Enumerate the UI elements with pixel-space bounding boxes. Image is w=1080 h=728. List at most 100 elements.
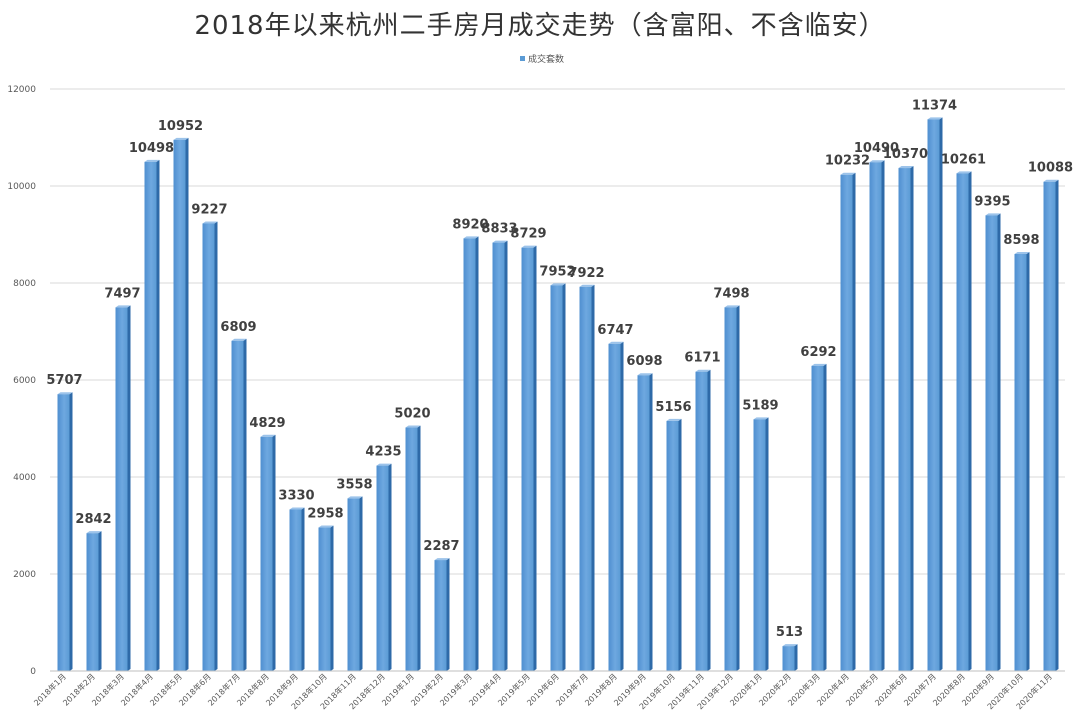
bar-side xyxy=(562,283,566,671)
bar-front xyxy=(202,223,215,672)
bar-top xyxy=(753,417,769,420)
bar-side xyxy=(185,137,189,671)
bar xyxy=(985,213,1001,671)
bar xyxy=(289,507,305,671)
data-label: 10952 xyxy=(158,119,203,134)
bar-side xyxy=(794,644,798,671)
bar xyxy=(550,283,566,671)
bar-top xyxy=(608,341,624,344)
bar xyxy=(666,418,682,671)
data-label: 6747 xyxy=(597,323,633,338)
bar xyxy=(724,305,740,671)
bar-front xyxy=(318,527,331,671)
bar-front xyxy=(434,560,447,671)
bar-front xyxy=(57,394,70,671)
y-tick-label: 12000 xyxy=(7,85,36,95)
bar-front xyxy=(376,465,389,671)
bar-front xyxy=(144,161,157,672)
bar xyxy=(753,417,769,671)
bar-top xyxy=(260,434,276,437)
bar xyxy=(115,305,131,671)
data-label: 513 xyxy=(776,625,803,640)
data-label: 3330 xyxy=(278,488,314,503)
bar-front xyxy=(608,343,621,671)
data-label: 7498 xyxy=(713,286,749,301)
bar-side xyxy=(939,117,943,671)
bar xyxy=(318,525,334,671)
bar-side xyxy=(881,160,885,672)
bar xyxy=(260,434,276,671)
bar-side xyxy=(765,417,769,671)
bar-top xyxy=(898,166,914,169)
bar-side xyxy=(359,496,363,671)
data-label: 10498 xyxy=(129,141,174,156)
bar-top xyxy=(144,159,160,162)
bar-side xyxy=(823,363,827,671)
chart-title: 2018年以来杭州二手房月成交走势（含富阳、不含临安） xyxy=(194,11,885,41)
bar-side xyxy=(649,373,653,671)
bar xyxy=(376,463,392,671)
y-tick-label: 2000 xyxy=(13,570,36,580)
legend-swatch xyxy=(520,56,525,61)
bar-top xyxy=(492,240,508,243)
bar-front xyxy=(695,371,708,671)
bar-top xyxy=(289,507,305,510)
bar-top xyxy=(231,338,247,341)
bar-side xyxy=(446,558,450,671)
data-label: 9395 xyxy=(974,194,1010,209)
bar xyxy=(579,284,595,671)
bar-top xyxy=(811,363,827,366)
bar-side xyxy=(98,531,102,671)
bar-front xyxy=(637,375,650,671)
bar-front xyxy=(985,215,998,671)
y-tick-label: 0 xyxy=(30,667,36,677)
bars xyxy=(57,117,1059,672)
bar-top xyxy=(86,531,102,534)
bar-side xyxy=(127,305,131,671)
bar-front xyxy=(347,498,360,671)
bar-top xyxy=(57,392,73,395)
bar-front xyxy=(840,174,853,672)
bar-side xyxy=(1026,251,1030,671)
bar-top xyxy=(666,418,682,421)
bar-top xyxy=(115,305,131,308)
bar xyxy=(840,172,856,672)
bar-front xyxy=(173,139,186,671)
bar-front xyxy=(811,365,824,671)
data-labels: 5707 2842 7497 10498 10952 9227 6809 4829 3330 29… xyxy=(46,98,1073,640)
data-label: 7922 xyxy=(568,266,604,281)
data-label: 6809 xyxy=(220,320,256,335)
bar-front xyxy=(927,119,940,671)
x-axis-tick-labels: 2018年1月2018年2月2018年3月2018年4月2018年5月2018年… xyxy=(32,671,1054,711)
data-label: 8920 xyxy=(452,217,488,232)
bar xyxy=(869,160,885,672)
y-axis-tick-labels: 0 2000 4000 6000 8000 10000 12000 xyxy=(7,85,36,677)
bar-top xyxy=(434,558,450,561)
data-label: 6292 xyxy=(800,345,836,360)
bar-top xyxy=(637,373,653,376)
data-label: 10490 xyxy=(854,141,899,156)
bar-front xyxy=(1014,253,1027,671)
bar-side xyxy=(968,171,972,672)
bar-side xyxy=(301,507,305,671)
bar xyxy=(86,531,102,671)
bar xyxy=(811,363,827,671)
bar-side xyxy=(620,341,624,671)
bar xyxy=(347,496,363,671)
bar-front xyxy=(666,420,679,671)
bar xyxy=(1014,251,1030,671)
bar-front xyxy=(550,285,563,671)
bar-top xyxy=(782,644,798,647)
bar-front xyxy=(753,419,766,671)
data-label: 10088 xyxy=(1028,161,1073,176)
bar-front xyxy=(289,509,302,671)
bar-side xyxy=(533,245,537,671)
bar-side xyxy=(243,338,247,671)
data-label: 6098 xyxy=(626,354,662,369)
bar-front xyxy=(724,307,737,671)
bar-side xyxy=(678,418,682,671)
bar-side xyxy=(504,240,508,672)
bar-front xyxy=(405,427,418,671)
bar xyxy=(637,373,653,671)
